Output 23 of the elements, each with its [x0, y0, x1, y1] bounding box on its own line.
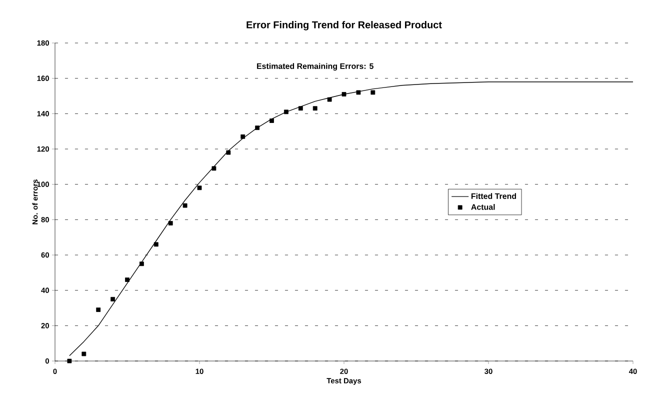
- point: [110, 296, 116, 302]
- point: [212, 166, 216, 171]
- point: [255, 126, 260, 130]
- point: [168, 221, 173, 226]
- point: [298, 106, 303, 111]
- point: [82, 352, 86, 356]
- point: [356, 90, 361, 95]
- point: [226, 150, 231, 155]
- chart-title: Error Finding Trend for Released Product: [246, 21, 442, 30]
- point: [182, 203, 188, 208]
- point: [96, 308, 101, 312]
- point: [342, 92, 346, 96]
- point: [240, 134, 246, 139]
- point: [270, 118, 274, 123]
- point: [197, 186, 202, 190]
- point: [327, 97, 332, 102]
- point: [67, 358, 72, 364]
- point: [125, 278, 130, 282]
- point: [370, 90, 376, 95]
- point: [154, 242, 158, 247]
- point: [312, 106, 318, 111]
- point: [284, 110, 288, 114]
- point: [140, 262, 144, 266]
